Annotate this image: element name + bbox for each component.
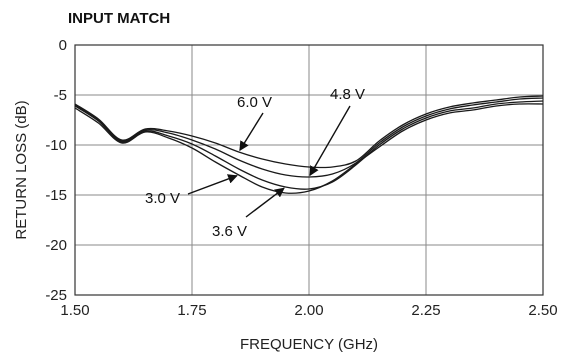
x-tick-label: 2.25 (411, 302, 440, 319)
annotation-label-3v: 3.0 V (145, 190, 180, 207)
x-tick-label: 2.00 (294, 302, 323, 319)
chart-title: INPUT MATCH (68, 10, 170, 27)
series-line-4-8-v (74, 97, 544, 178)
y-tick-label: -5 (54, 87, 67, 104)
annotation-arrow (309, 105, 351, 177)
y-tick-label: 0 (59, 37, 67, 54)
y-tick-label: -15 (45, 187, 67, 204)
y-axis-label: RETURN LOSS (dB) (13, 100, 30, 239)
y-tick-label: -25 (45, 287, 67, 304)
annotation-arrow (245, 187, 285, 218)
gridlines (75, 45, 543, 295)
x-tick-label: 1.75 (177, 302, 206, 319)
x-axis-ticks: 1.50 1.75 2.00 2.25 2.50 (60, 302, 557, 319)
y-tick-label: -10 (45, 137, 67, 154)
y-tick-label: -20 (45, 237, 67, 254)
series-line-3-0-v (74, 103, 544, 194)
series-lines (74, 95, 544, 194)
y-axis-ticks: 0 -5 -10 -15 -20 -25 (45, 37, 67, 304)
series-line-3-6-v (74, 100, 544, 190)
x-tick-label: 2.50 (528, 302, 557, 319)
annotation-label-3-6v: 3.6 V (212, 223, 247, 240)
annotation-label-6v: 6.0 V (237, 94, 272, 111)
series-line-6-0-v (74, 95, 544, 169)
plot-frame (74, 44, 544, 296)
annotation-arrow (239, 112, 264, 152)
annotation-arrow (187, 174, 238, 195)
annotation-label-4-8v: 4.8 V (330, 86, 365, 103)
x-axis-label: FREQUENCY (GHz) (240, 336, 378, 353)
x-tick-label: 1.50 (60, 302, 89, 319)
annotation-arrows (187, 105, 351, 218)
